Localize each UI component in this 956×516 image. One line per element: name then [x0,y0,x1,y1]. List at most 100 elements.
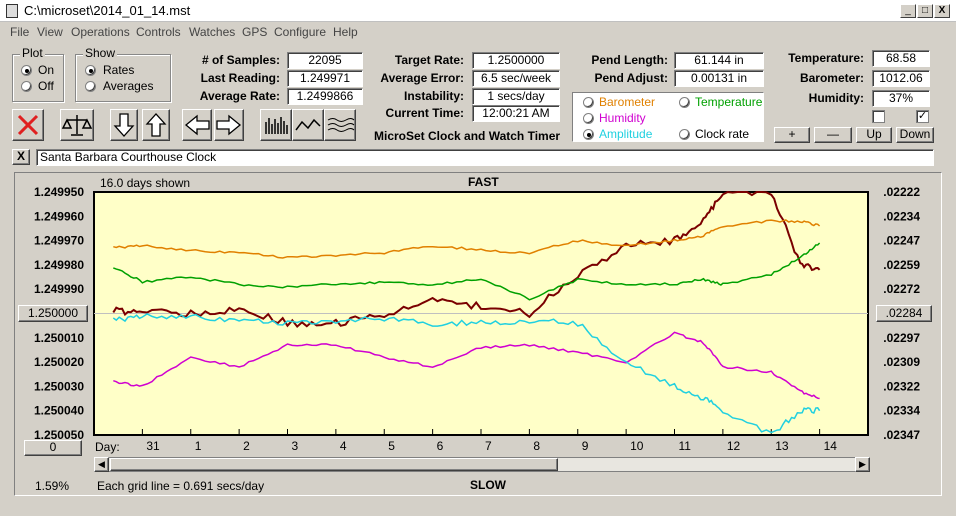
y-tick-left: 1.250020 [34,355,84,369]
pend-adjust-label: Pend Adjust: [594,71,668,85]
title-bar: C:\microset\2014_01_14.mst _ □ X [0,0,956,22]
menu-controls[interactable]: Controls [136,25,181,39]
current-time-field: 12:00:21 AM [472,105,560,122]
y-tick-right: .02347 [883,428,920,442]
y-tick-right: .02272 [883,282,920,296]
plot-on-radio[interactable] [21,65,32,76]
bar-view-button[interactable] [260,109,292,141]
y-tick-left: 1.250050 [34,428,84,442]
y-tick-right: .02247 [883,234,920,248]
menu-view[interactable]: View [37,25,63,39]
humidity-label: Humidity: [808,91,864,105]
days-shown-label: 16.0 days shown [100,176,191,190]
plot-group-title: Plot [20,46,45,60]
app-icon [6,4,18,18]
line-view-button[interactable] [292,109,324,141]
plot-frame [14,172,942,496]
y-tick-right: .02297 [883,331,920,345]
scroll-down-button[interactable]: Down [896,127,934,143]
scroll-left-button[interactable]: ◀ [94,457,109,472]
x-tick-label: 8 [533,439,540,453]
scroll-up-button[interactable]: Up [856,127,892,143]
show-averages-radio[interactable] [85,81,96,92]
stop-button[interactable] [12,109,44,141]
average-error-label: Average Error: [380,71,464,85]
arrow-up-icon [145,113,167,137]
balance-button[interactable] [60,109,94,141]
instability-label: Instability: [403,89,464,103]
menu-gps[interactable]: GPS [242,25,268,39]
scroll-right-button[interactable]: ▶ [855,457,870,472]
checkbox-1[interactable] [872,110,885,123]
center-right-button[interactable]: .02284 [876,305,932,322]
arrow-down-icon [113,113,135,137]
clock-rate-radio[interactable] [679,129,690,140]
menu-file[interactable]: File [10,25,30,39]
target-rate-field[interactable]: 1.2500000 [472,52,560,69]
barometer-field: 1012.06 [872,70,930,87]
bar-graph-icon [265,117,288,134]
arrow-left-button[interactable] [182,109,212,141]
arrow-down-button[interactable] [110,109,138,141]
x-tick-label: 5 [388,439,395,453]
amplitude-option: Amplitude [599,127,653,141]
zoom-out-button[interactable]: — [814,127,852,143]
average-rate-field: 1.2499866 [287,88,363,105]
y-tick-left: 1.249990 [34,282,84,296]
target-rate-label: Target Rate: [394,53,464,67]
current-time-label: Current Time: [385,106,464,120]
grid-note-label: Each grid line = 0.691 secs/day [97,479,265,493]
checkbox-2[interactable]: ✓ [916,110,929,123]
scroll-thumb[interactable] [110,458,558,471]
pend-length-field[interactable]: 61.144 in [674,52,764,69]
window-title: C:\microset\2014_01_14.mst [24,3,191,18]
show-rates-radio[interactable] [85,65,96,76]
x-tick-label: 11 [679,439,692,453]
average-rate-label: Average Rate: [199,89,280,103]
barometer-option: Barometer [599,95,656,109]
menu-help[interactable]: Help [333,25,358,39]
barometer-radio[interactable] [583,97,594,108]
note-field[interactable]: Santa Barbara Courthouse Clock [36,149,934,166]
temperature-radio[interactable] [679,97,690,108]
last-reading-field: 1.249971 [287,70,363,87]
x-tick-label: 12 [727,439,741,453]
plot-off-radio[interactable] [21,81,32,92]
last-reading-label: Last Reading: [200,71,280,85]
menu-configure[interactable]: Configure [274,25,327,39]
center-value-button[interactable]: 1.250000 [18,305,88,322]
minimize-button[interactable]: _ [900,4,916,18]
series-humidity [113,331,820,400]
series-temperature [113,242,821,301]
y-tick-left: 1.250040 [34,404,84,418]
x-tick-label: 13 [775,439,789,453]
pend-length-label: Pend Length: [591,53,668,67]
show-averages-label: Averages [103,79,154,93]
wave-view-button[interactable] [324,109,356,141]
series-amplitude [112,313,821,434]
clock-rate-option: Clock rate [695,127,750,141]
humidity-option: Humidity [599,111,646,125]
arrow-up-button[interactable] [142,109,170,141]
barometer-label: Barometer: [799,71,864,85]
y-tick-left: 1.250030 [34,379,84,393]
plot-off-label: Off [38,79,54,93]
amplitude-radio[interactable] [583,129,594,140]
day-offset-button[interactable]: 0 [24,440,82,456]
maximize-button[interactable]: □ [917,4,933,18]
close-button[interactable]: X [934,4,950,18]
arrow-right-button[interactable] [214,109,244,141]
menu-bar: File View Operations Controls Watches GP… [0,22,956,42]
menu-operations[interactable]: Operations [71,25,130,39]
note-close-button[interactable]: X [12,149,30,165]
zoom-in-button[interactable]: + [774,127,810,143]
y-tick-left: 1.249960 [34,209,84,223]
y-tick-right: .02234 [883,209,920,223]
x-tick-label: 4 [340,439,347,453]
line-graph-icon [295,118,321,131]
temperature-label: Temperature: [788,51,864,65]
menu-watches[interactable]: Watches [189,25,236,39]
humidity-radio[interactable] [583,113,594,124]
wave-icon [327,118,355,132]
